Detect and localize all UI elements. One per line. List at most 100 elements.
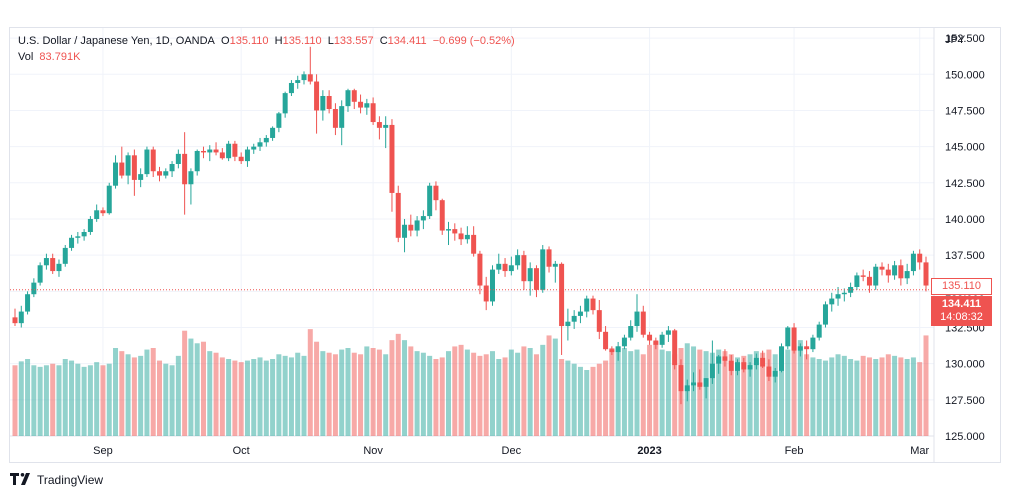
- volume-bar: [816, 359, 822, 436]
- candle-body: [194, 150, 200, 172]
- volume-bar: [735, 357, 741, 436]
- candle-body: [684, 385, 690, 392]
- candle-body: [735, 362, 741, 371]
- candle-body: [244, 149, 250, 162]
- x-tick-label: Oct: [233, 445, 250, 457]
- volume-bar: [885, 354, 891, 436]
- candle-body: [282, 93, 288, 114]
- footer: TradingView: [10, 472, 103, 488]
- volume-bar: [854, 360, 860, 436]
- x-tick-label: Mar: [910, 445, 929, 457]
- volume-bar: [226, 359, 232, 436]
- candle-body: [370, 103, 376, 123]
- volume-bar: [634, 349, 640, 436]
- candle-body: [452, 229, 458, 234]
- volume-bar: [56, 365, 62, 436]
- candle-body: [364, 103, 370, 108]
- volume-bar: [866, 357, 872, 436]
- candle-body: [703, 378, 709, 387]
- y-tick-label: 147.500: [945, 105, 985, 117]
- candle-body: [471, 234, 477, 254]
- candle-body: [533, 268, 539, 290]
- x-tick-label: Feb: [785, 445, 804, 457]
- candle-body: [565, 321, 571, 327]
- candle-body: [332, 109, 338, 128]
- volume-bar: [590, 366, 596, 436]
- volume-bar: [163, 363, 169, 436]
- volume-bar: [213, 352, 219, 436]
- volume-bar: [709, 352, 715, 436]
- volume-bar: [238, 362, 244, 436]
- candle-body: [345, 90, 351, 107]
- volume-bar: [496, 359, 502, 436]
- volume-bar: [540, 344, 546, 436]
- candle-body: [420, 216, 426, 221]
- volume-bar: [119, 351, 125, 436]
- volume-bar: [716, 349, 722, 436]
- y-tick-label: 140.000: [945, 214, 985, 226]
- brand-name[interactable]: TradingView: [37, 473, 104, 487]
- volume-bar: [69, 360, 75, 436]
- volume-bar: [860, 355, 866, 436]
- low-label: L: [327, 35, 334, 47]
- volume-bar: [489, 351, 495, 436]
- volume-bar: [125, 354, 131, 436]
- candle-body: [785, 327, 791, 347]
- candle-body: [395, 192, 401, 238]
- candle-body: [917, 253, 923, 263]
- volume-bar: [207, 351, 213, 436]
- volume-bar: [376, 349, 382, 436]
- candle-body: [62, 247, 68, 264]
- volume-bar: [232, 360, 238, 436]
- volume-bar: [477, 355, 483, 436]
- volume-bar: [741, 355, 747, 436]
- volume-bar: [527, 348, 533, 436]
- volume-bar: [785, 349, 791, 436]
- candle-body: [50, 258, 56, 272]
- current-price-value: 134.411: [941, 298, 982, 310]
- volume-bar: [12, 365, 18, 436]
- candle-body: [301, 74, 307, 81]
- volume-bar: [615, 346, 621, 436]
- candle-body: [716, 356, 722, 364]
- candle-body: [446, 229, 452, 231]
- volume-bar: [276, 354, 282, 436]
- volume-bar: [106, 363, 112, 436]
- candle-body: [489, 269, 495, 302]
- candlestick-chart[interactable]: 152.500 150.000 147.500 145.000 142.500 140.0…: [10, 28, 1000, 462]
- volume-bar: [31, 365, 37, 436]
- volume-bar: [697, 349, 703, 436]
- candle-body: [647, 334, 653, 341]
- candle-body: [182, 153, 188, 185]
- volume-bar: [81, 366, 87, 436]
- candle-body: [766, 366, 772, 377]
- tradingview-logo-icon[interactable]: [10, 472, 32, 488]
- candle-body: [879, 266, 885, 270]
- y-tick-label: 150.000: [945, 69, 985, 81]
- volume-bar: [892, 355, 898, 436]
- candle-body: [12, 317, 18, 324]
- candle-body: [125, 155, 131, 176]
- volume-bar: [778, 355, 784, 436]
- volume-bar: [565, 360, 571, 436]
- volume-bar: [194, 343, 200, 436]
- volume-bar: [898, 357, 904, 436]
- candle-body: [665, 330, 671, 335]
- x-tick-label: Dec: [502, 445, 522, 457]
- x-tick-label: Sep: [93, 445, 113, 457]
- volume-bar: [923, 335, 929, 436]
- candle-body: [508, 265, 514, 272]
- volume-bar: [647, 344, 653, 436]
- candle-body: [797, 346, 803, 351]
- candle-body: [439, 200, 445, 231]
- candle-body: [383, 124, 389, 128]
- volume-bar: [910, 357, 916, 436]
- candle-body: [213, 149, 219, 153]
- volume-bar: [917, 362, 923, 436]
- candle-body: [609, 349, 615, 353]
- candle-body: [747, 365, 753, 370]
- volume-bar: [577, 366, 583, 436]
- candle-body: [841, 292, 847, 295]
- candle-body: [502, 263, 508, 272]
- candle-body: [772, 370, 778, 377]
